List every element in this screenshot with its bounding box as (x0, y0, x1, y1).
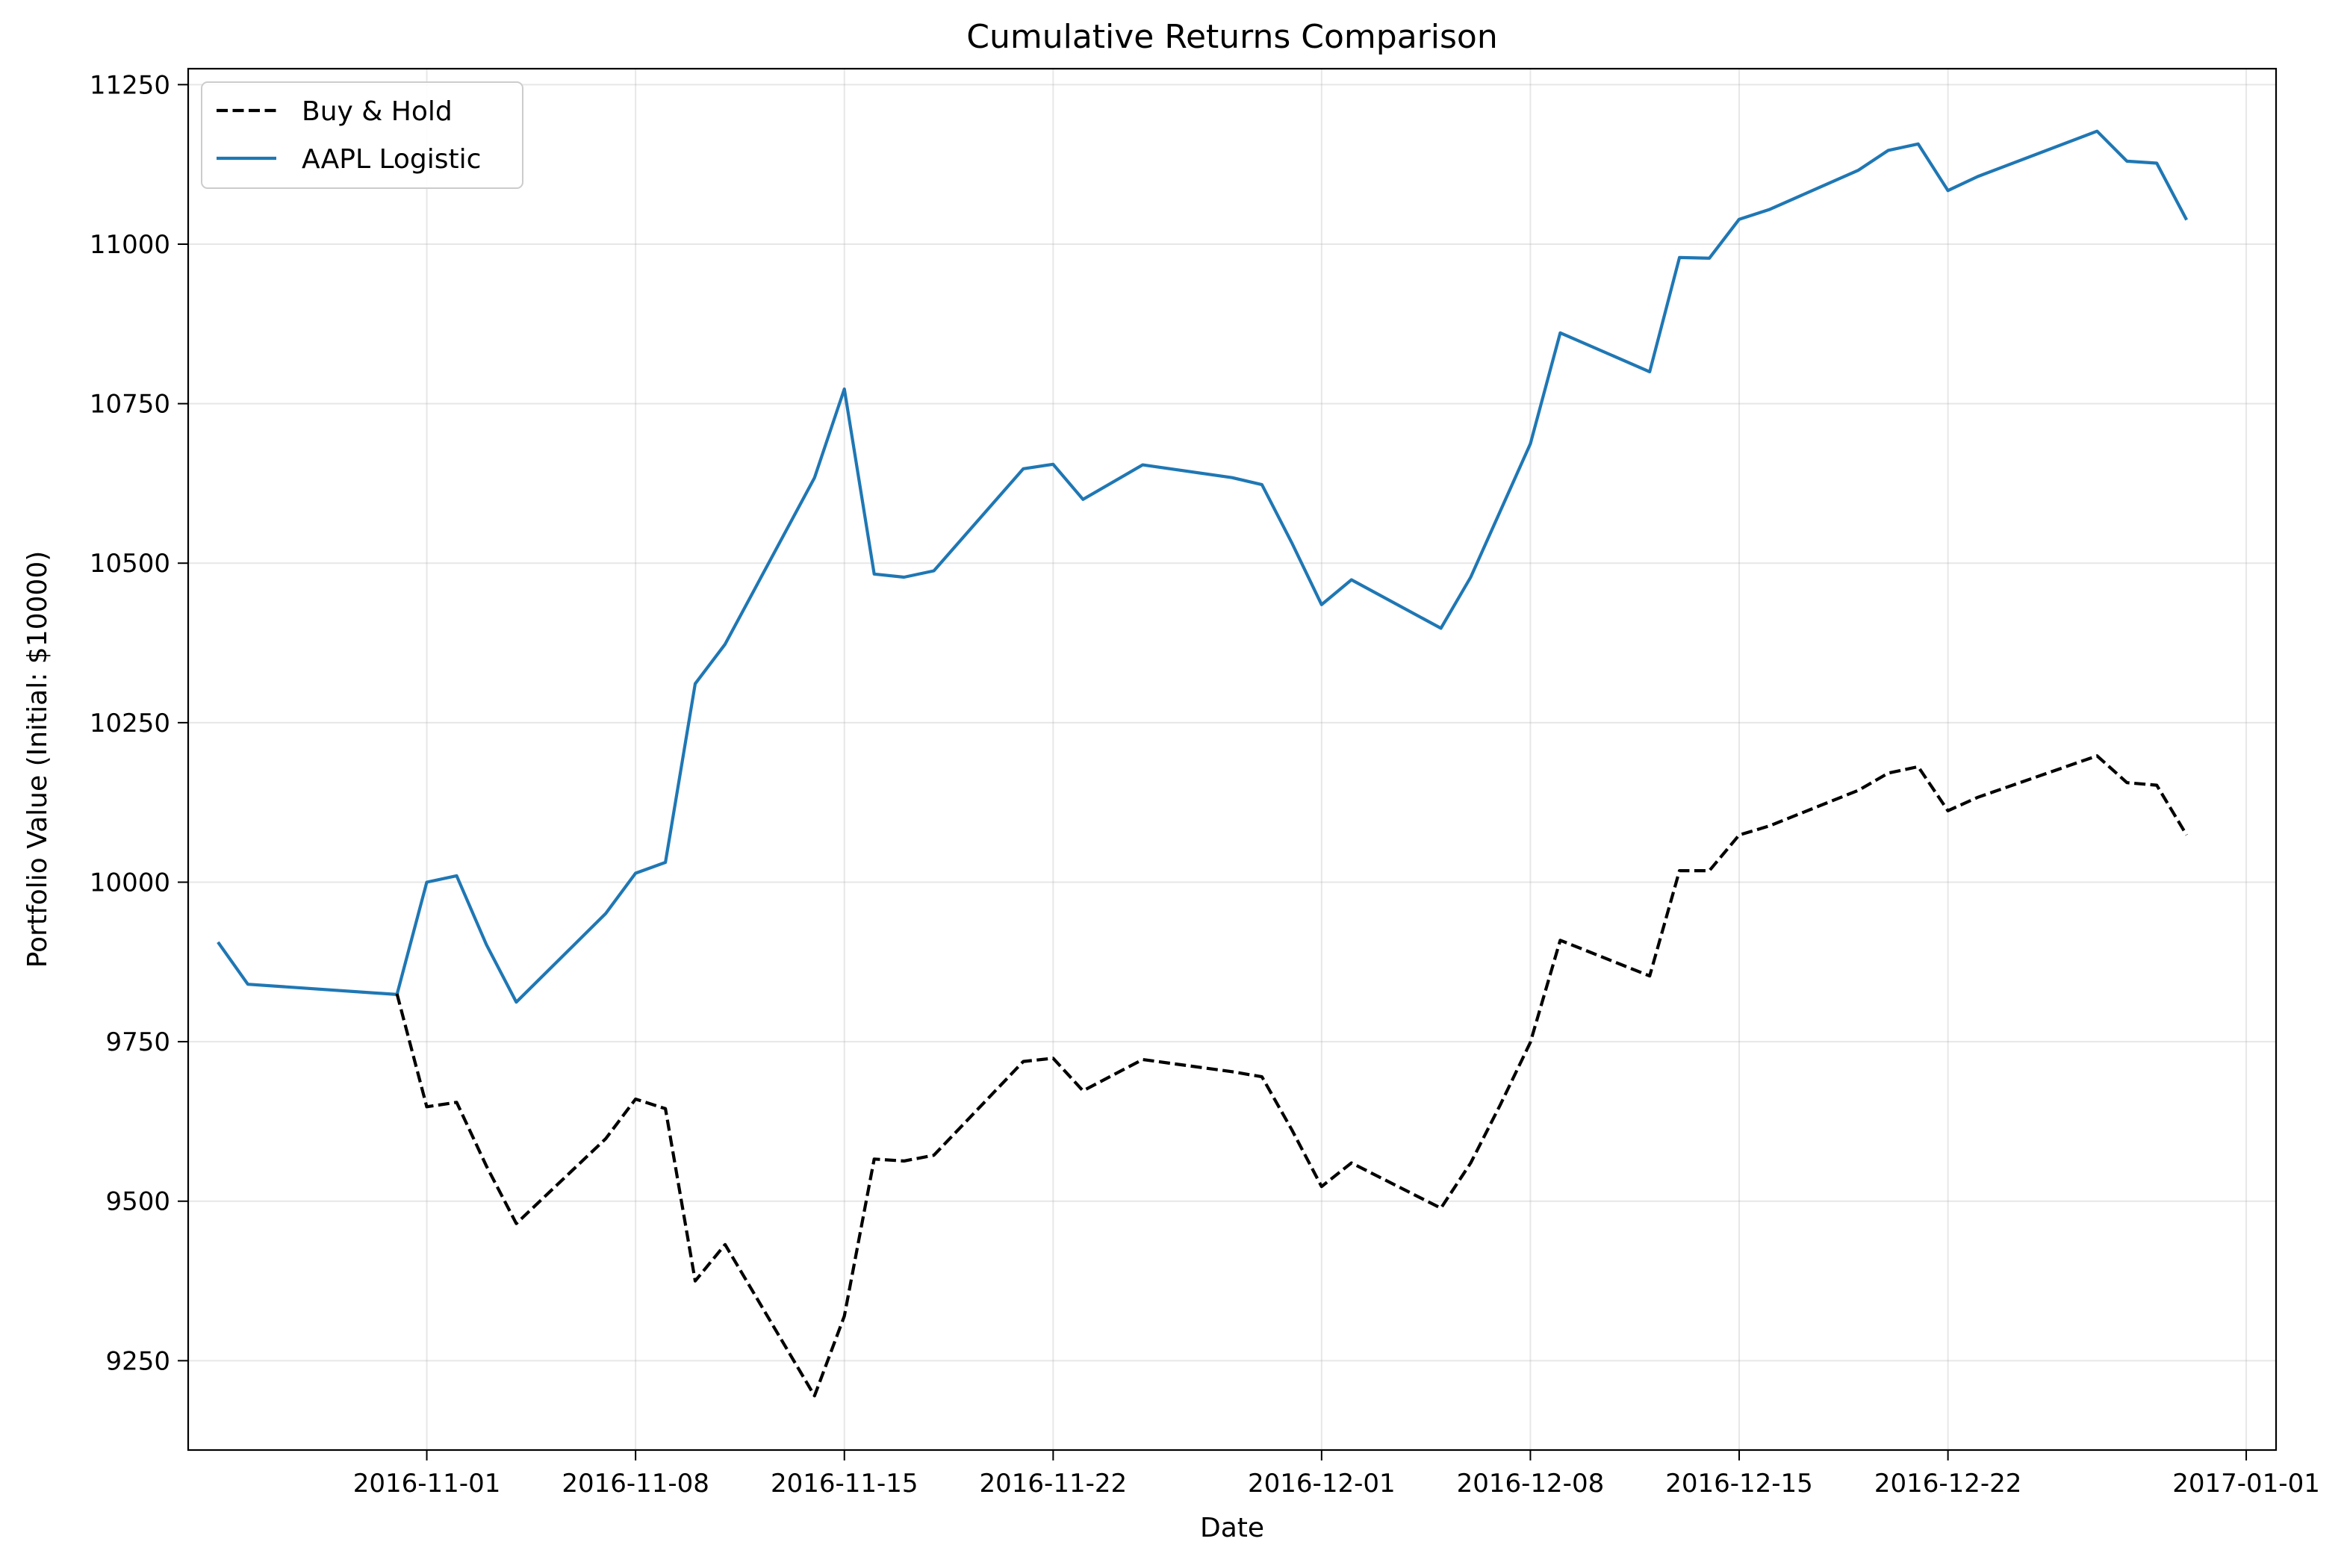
x-tick-label: 2016-11-08 (562, 1469, 709, 1499)
y-tick-label: 10000 (90, 868, 170, 897)
series-line-buy-hold (395, 754, 2189, 1398)
ticks: 2016-11-01 2016-11-08 2016-11-15 2016-11-22… (90, 70, 2320, 1499)
x-tick-label: 2016-12-01 (1248, 1469, 1396, 1499)
y-axis-label: Portfolio Value (Initial: $10000) (22, 551, 53, 968)
x-tick-label: 2016-12-08 (1457, 1469, 1605, 1499)
chart-title: Cumulative Returns Comparison (966, 18, 1497, 56)
legend-label-aapl-logistic: AAPL Logistic (302, 144, 481, 175)
y-tick-label: 10750 (90, 390, 170, 420)
series-line-aapl-logistic (217, 129, 2189, 1004)
y-tick-label: 10250 (90, 709, 170, 738)
x-axis-label: Date (1200, 1513, 1264, 1543)
y-tick-label: 9750 (105, 1027, 170, 1057)
x-tick-label: 2016-11-01 (353, 1469, 501, 1499)
legend-box (201, 81, 523, 189)
y-tick-label: 11000 (90, 230, 170, 260)
grid (188, 69, 2276, 1450)
y-tick-label: 10500 (90, 549, 170, 579)
x-tick-label: 2017-01-01 (2172, 1469, 2320, 1499)
legend: Buy & Hold AAPL Logistic (201, 81, 523, 189)
x-tick-label: 2016-11-15 (771, 1469, 918, 1499)
y-tick-label: 11250 (90, 70, 170, 100)
y-tick-label: 9250 (105, 1346, 170, 1376)
x-tick-label: 2016-11-22 (980, 1469, 1128, 1499)
y-tick-label: 9500 (105, 1187, 170, 1217)
x-tick-label: 2016-12-22 (1874, 1469, 2022, 1499)
legend-label-buy-hold: Buy & Hold (302, 96, 453, 127)
series-layer (217, 129, 2189, 1398)
plot-frame (187, 67, 2278, 1452)
x-tick-label: 2016-12-15 (1665, 1469, 1813, 1499)
